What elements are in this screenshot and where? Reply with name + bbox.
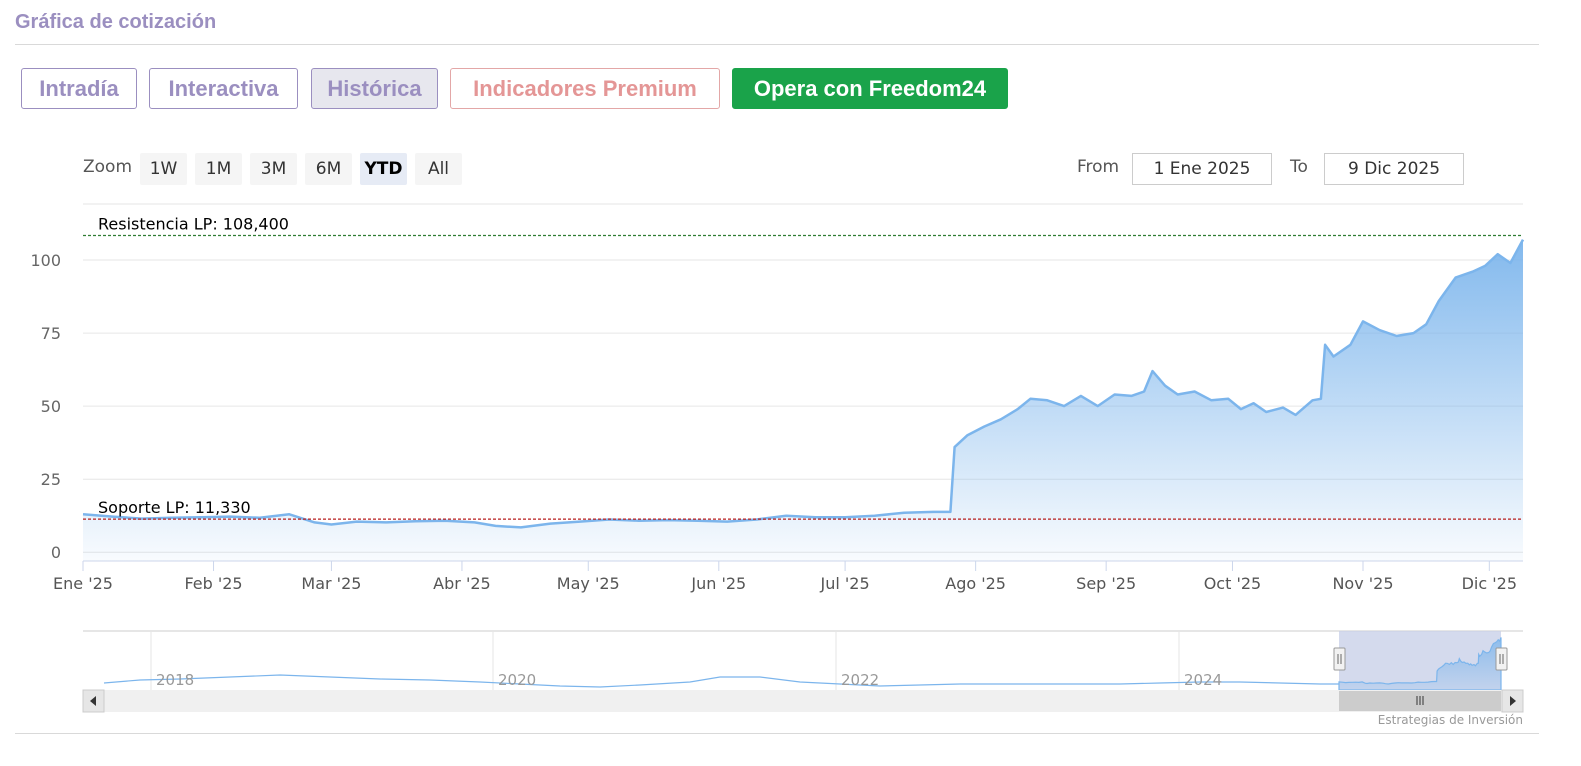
- zoom-label: Zoom: [83, 157, 133, 177]
- x-tick-label: Ago '25: [945, 574, 1006, 593]
- chart-credit: Estrategias de Inversión: [1377, 713, 1523, 727]
- trade-freedom24-button[interactable]: Opera con Freedom24: [732, 68, 1008, 109]
- tab-indicadores-premium[interactable]: Indicadores Premium: [450, 68, 720, 109]
- zoom-3m-button[interactable]: 3M: [250, 153, 297, 185]
- resistance-label: Resistencia LP: 108,400: [98, 215, 289, 234]
- y-tick-label: 100: [30, 251, 61, 270]
- page-title: Gráfica de cotización: [15, 11, 217, 33]
- support-label: Soporte LP: 11,330: [98, 498, 251, 517]
- zoom-ytd-button[interactable]: YTD: [360, 153, 407, 185]
- navigator-selection-area: [1338, 637, 1502, 691]
- y-tick-label: 0: [51, 543, 61, 562]
- y-tick-label: 25: [41, 470, 61, 489]
- navigator-year-label: 2022: [841, 671, 879, 689]
- zoom-all-button[interactable]: All: [415, 153, 462, 185]
- tab-intradia[interactable]: Intradía: [21, 68, 137, 109]
- x-tick-label: Nov '25: [1332, 574, 1393, 593]
- x-tick-label: Mar '25: [301, 574, 361, 593]
- x-tick-label: Dic '25: [1462, 574, 1517, 593]
- y-tick-label: 75: [41, 324, 61, 343]
- x-tick-label: Ene '25: [53, 574, 113, 593]
- range-to-input[interactable]: 9 Dic 2025: [1324, 153, 1464, 185]
- title-divider: [15, 44, 1539, 45]
- scrollbar-grip-icon: [1416, 696, 1424, 705]
- navigator-right-handle[interactable]: [1495, 647, 1508, 671]
- range-to-label: To: [1290, 157, 1308, 177]
- x-tick-label: Jun '25: [690, 574, 746, 593]
- range-from-input[interactable]: 1 Ene 2025: [1132, 153, 1272, 185]
- scroll-right-arrow-icon: [1510, 696, 1516, 706]
- range-from-label: From: [1077, 157, 1120, 177]
- scroll-left-arrow-icon: [90, 696, 96, 706]
- x-tick-label: Sep '25: [1076, 574, 1136, 593]
- x-tick-label: Oct '25: [1204, 574, 1262, 593]
- x-tick-label: May '25: [557, 574, 620, 593]
- x-tick-label: Jul '25: [820, 574, 870, 593]
- navigator-year-label: 2020: [498, 671, 536, 689]
- price-area: [83, 239, 1523, 561]
- x-tick-label: Feb '25: [184, 574, 242, 593]
- zoom-6m-button[interactable]: 6M: [305, 153, 352, 185]
- navigator-series-line: [103, 674, 1339, 688]
- tab-historica[interactable]: Histórica: [311, 68, 438, 109]
- price-line: [82, 239, 1525, 529]
- zoom-1m-button[interactable]: 1M: [195, 153, 242, 185]
- bottom-divider: [15, 733, 1539, 734]
- navigator-left-handle[interactable]: [1333, 647, 1346, 671]
- y-tick-label: 50: [41, 397, 61, 416]
- navigator-year-label: 2018: [156, 671, 194, 689]
- zoom-1w-button[interactable]: 1W: [140, 153, 187, 185]
- tab-interactiva[interactable]: Interactiva: [149, 68, 298, 109]
- scrollbar-track[interactable]: [83, 690, 1523, 712]
- navigator-year-label: 2024: [1184, 671, 1222, 689]
- x-tick-label: Abr '25: [433, 574, 491, 593]
